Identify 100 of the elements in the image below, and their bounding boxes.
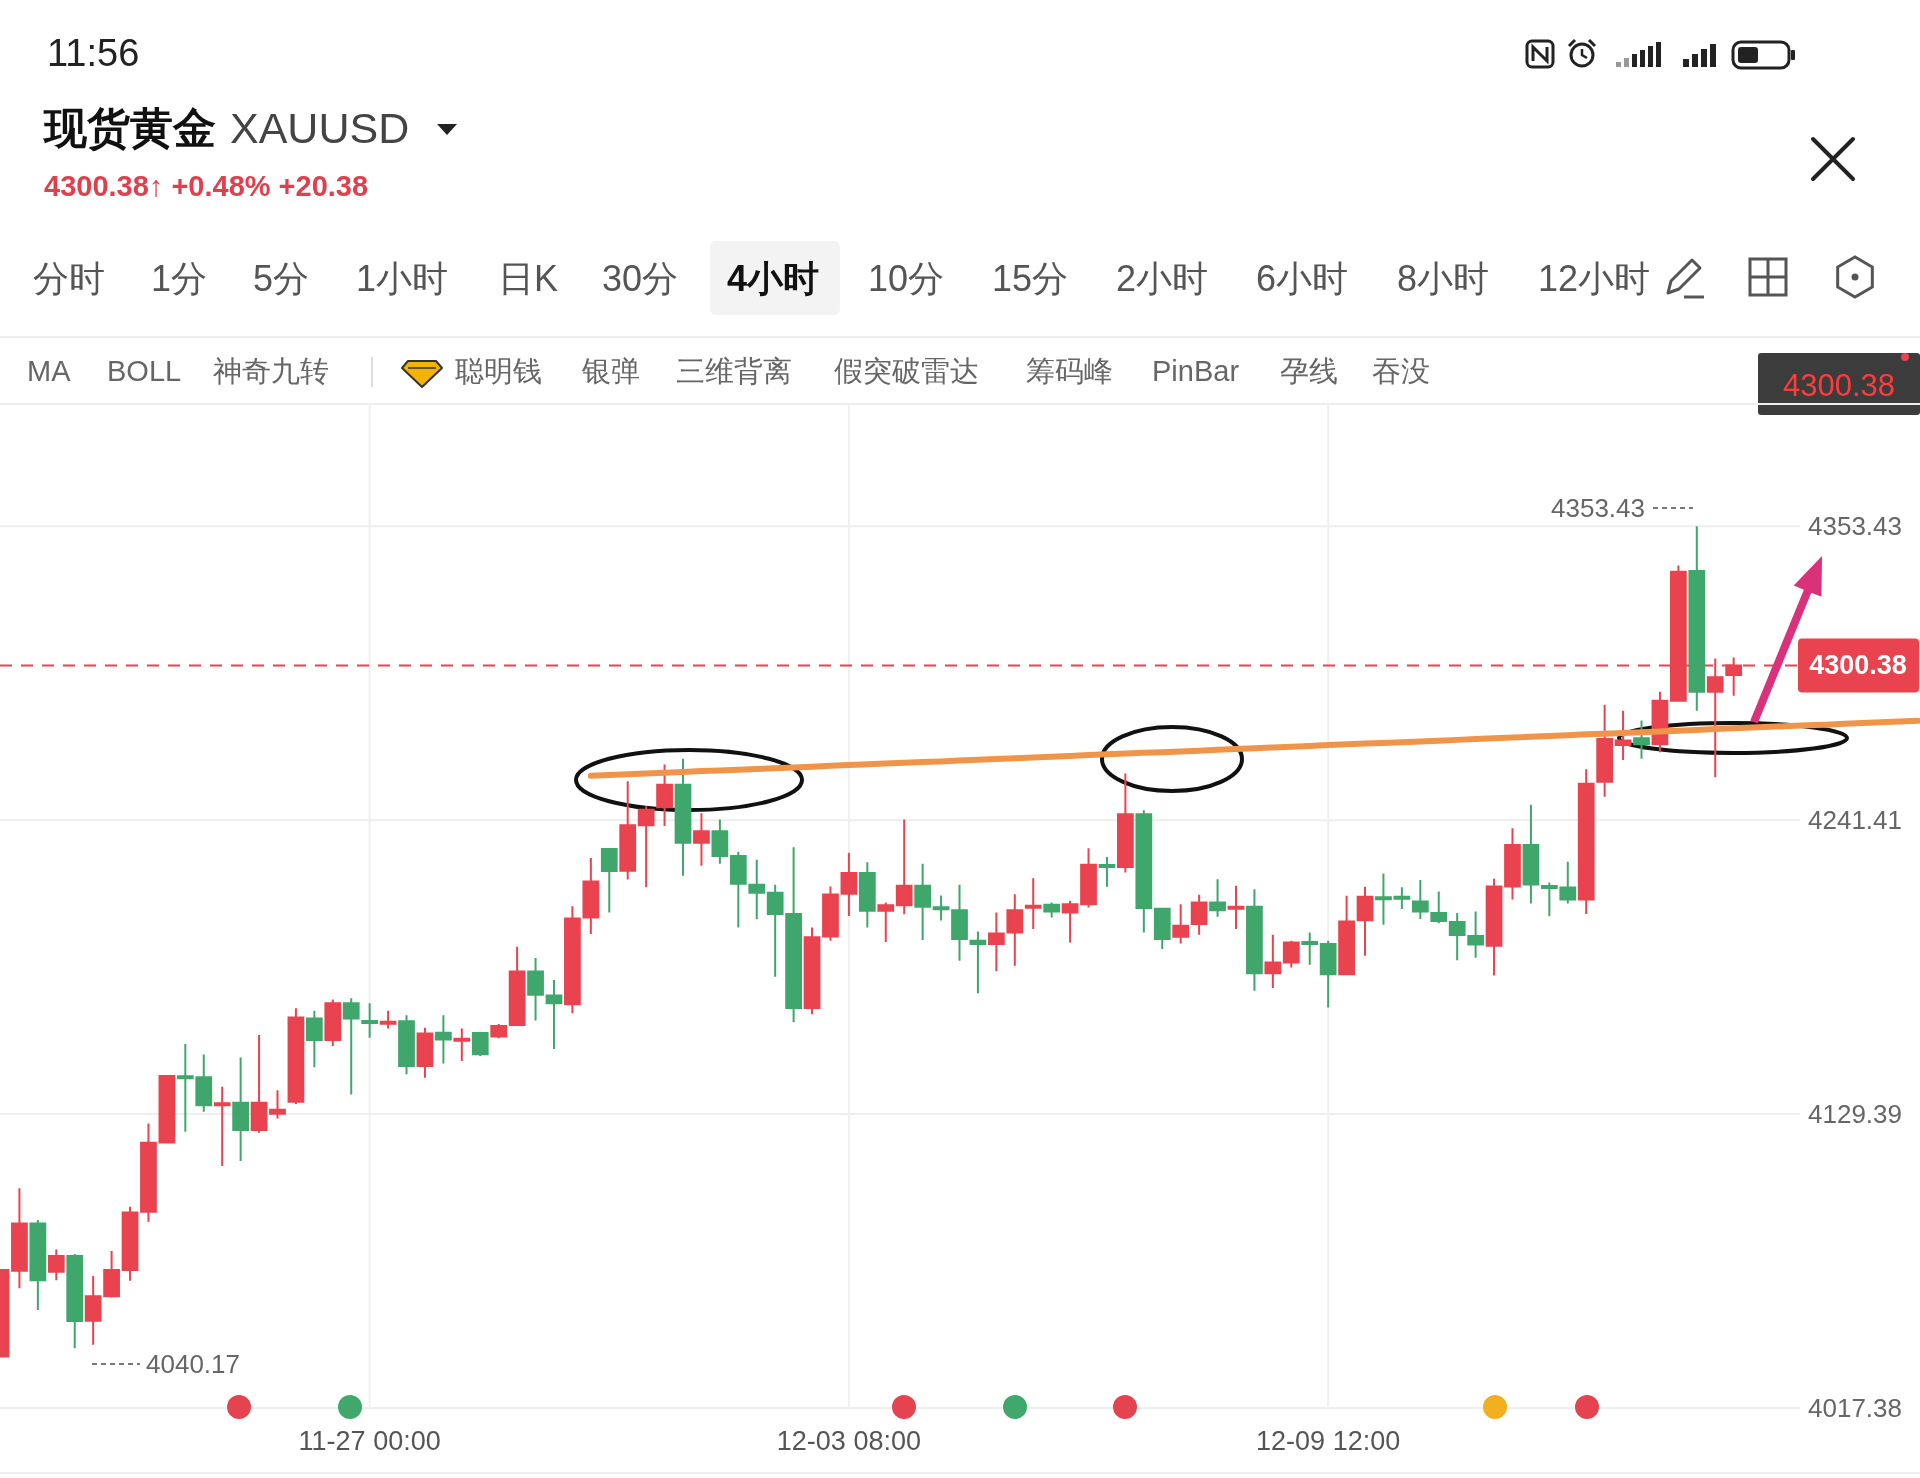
text: 1小时 xyxy=(356,257,449,299)
candlestick xyxy=(932,894,950,922)
candlestick xyxy=(1319,939,1337,1009)
y-tick-label: 4241.41 xyxy=(1808,805,1902,836)
candlestick xyxy=(1596,703,1614,798)
candlestick xyxy=(1522,803,1540,905)
candlestick xyxy=(1043,901,1061,919)
text: 5分 xyxy=(253,257,310,299)
candlestick xyxy=(858,861,876,929)
candlestick xyxy=(987,911,1005,973)
candlestick xyxy=(1117,772,1134,874)
candlestick xyxy=(66,1252,84,1350)
candlestick xyxy=(527,956,544,1022)
candlestick xyxy=(1356,885,1374,957)
candlestick xyxy=(895,818,913,916)
candlestick xyxy=(600,847,618,914)
annotation: 4353.43 xyxy=(1551,493,1645,523)
text: 11:56 xyxy=(47,32,140,74)
candlestick xyxy=(656,763,673,827)
candlestick xyxy=(250,1034,268,1134)
candlestick xyxy=(693,812,710,867)
candlestick xyxy=(1375,872,1392,926)
text: 10分 xyxy=(868,257,945,299)
text: 银弹 xyxy=(581,355,640,387)
candlestick xyxy=(637,805,655,889)
candlestick xyxy=(1209,878,1226,918)
candlestick xyxy=(158,1073,176,1145)
candlestick xyxy=(1411,879,1429,921)
candlestick xyxy=(1301,931,1319,966)
text: 2小时 xyxy=(1116,257,1209,299)
candlestick xyxy=(232,1056,249,1163)
candlestick xyxy=(1633,719,1650,760)
candlestick xyxy=(121,1205,139,1282)
text: 4300.38 xyxy=(1782,367,1896,403)
candlestick xyxy=(29,1219,47,1312)
candlestick xyxy=(305,1009,323,1069)
candlestick xyxy=(453,1027,471,1063)
candlestick xyxy=(471,1030,489,1058)
candlestick xyxy=(1061,899,1079,944)
candlestick xyxy=(803,926,821,1016)
text: 8小时 xyxy=(1397,257,1490,299)
chart-title: 现货黄金 XAUUSD xyxy=(42,104,410,152)
text: 15分 xyxy=(992,257,1069,299)
annotation: 4040.17 xyxy=(146,1349,240,1379)
candlestick xyxy=(398,1014,415,1076)
candlestick xyxy=(47,1248,65,1282)
text: 三维背离 xyxy=(676,355,792,387)
candlestick xyxy=(11,1187,28,1290)
candlestick xyxy=(1504,827,1521,901)
candlestick xyxy=(1006,893,1024,967)
candlestick xyxy=(1190,893,1208,936)
chart-subtitle: 4300.38↑ +0.48% +20.38 xyxy=(44,170,369,202)
text: 吞没 xyxy=(1372,355,1430,387)
candlestick xyxy=(1135,809,1153,934)
candlestick xyxy=(1614,709,1632,762)
text: 12小时 xyxy=(1538,257,1651,299)
text: 神奇九转 xyxy=(213,355,329,387)
candlestick xyxy=(969,930,987,995)
candlestick xyxy=(674,757,692,877)
candlestick xyxy=(379,1009,397,1030)
candlestick xyxy=(1246,888,1263,992)
text: 6小时 xyxy=(1256,257,1349,299)
candlestick xyxy=(269,1089,286,1120)
candlestick xyxy=(508,945,526,1027)
text: 假突破雷达 xyxy=(834,355,979,387)
text: 30分 xyxy=(602,257,679,299)
text: 4小时 xyxy=(727,257,820,299)
text: 孕线 xyxy=(1280,355,1338,387)
candlestick xyxy=(1338,894,1355,976)
text: 筹码峰 xyxy=(1026,355,1113,387)
text: MA xyxy=(27,355,72,387)
candlestick xyxy=(545,978,563,1050)
text: 日K xyxy=(498,257,559,299)
candlestick xyxy=(1172,903,1190,945)
candlestick xyxy=(1282,939,1300,969)
candlestick xyxy=(619,780,637,881)
text: 分时 xyxy=(33,257,105,299)
candlestick xyxy=(287,1007,305,1106)
candlestick xyxy=(1393,886,1411,911)
candlestick xyxy=(416,1026,434,1079)
text: 聪明钱 xyxy=(455,355,542,387)
candlestick xyxy=(1153,907,1171,951)
candlestick xyxy=(914,862,932,942)
x-tick-label: 11-27 00:00 xyxy=(298,1426,441,1456)
candlestick xyxy=(435,1014,452,1065)
y-tick-label: 4017.38 xyxy=(1808,1393,1902,1423)
text: PinBar xyxy=(1152,355,1240,387)
candlestick xyxy=(490,1023,508,1040)
candlestick xyxy=(840,851,858,917)
candlestick xyxy=(1430,890,1448,925)
candlestick xyxy=(1024,877,1042,931)
text: BOLL xyxy=(107,355,182,387)
candlestick xyxy=(711,818,729,865)
x-tick-label: 12-03 08:00 xyxy=(776,1426,921,1456)
candlestick xyxy=(1227,884,1245,931)
candlestick xyxy=(1098,855,1116,888)
candlestick xyxy=(342,997,360,1096)
candlestick xyxy=(1264,933,1282,990)
candlestick xyxy=(1485,877,1503,977)
candlestick xyxy=(1577,768,1595,916)
